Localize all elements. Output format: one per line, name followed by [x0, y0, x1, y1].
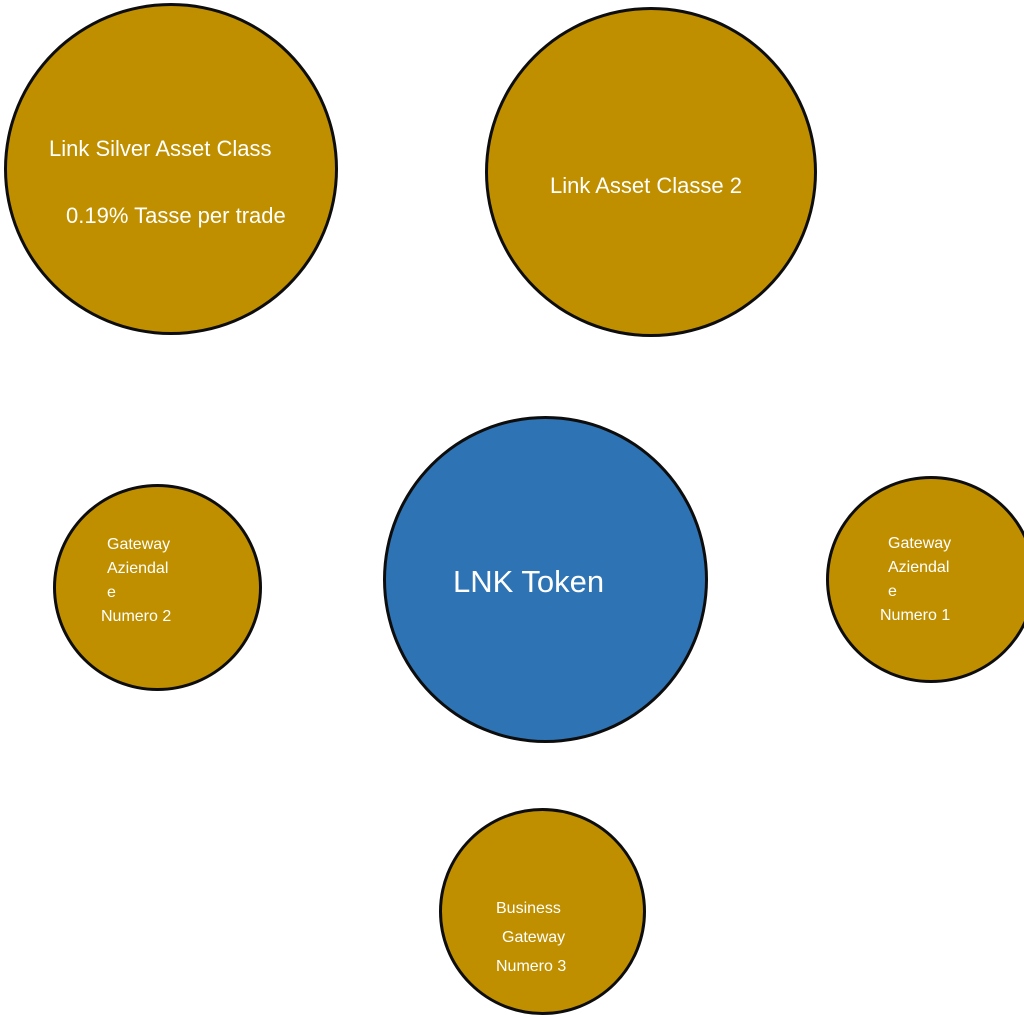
node-gateway-aziendale-numero-2: Gateway Aziendal e Numero 2 [53, 484, 262, 691]
node-label-line: Aziendal [888, 559, 950, 576]
node-label-title: LNK Token [453, 564, 605, 599]
node-label-line: Aziendal [107, 560, 169, 577]
node-label-line: e [888, 583, 897, 600]
node-label-title: Link Silver Asset Class [49, 136, 272, 161]
node-label-line: Gateway [502, 929, 566, 946]
node-label-line: Gateway [107, 536, 171, 553]
node-label-fee: 0.19% Tasse per trade [66, 203, 286, 228]
node-label-line: Numero 1 [880, 607, 951, 624]
node-label-line: Gateway [888, 535, 952, 552]
node-gateway-aziendale-numero-1: Gateway Aziendal e Numero 1 [826, 476, 1024, 683]
node-lnk-token: LNK Token [383, 416, 708, 743]
node-label-line: Business [496, 900, 561, 917]
node-link-asset-classe-2: Link Asset Classe 2 [485, 7, 817, 337]
node-label-line: e [107, 584, 116, 601]
node-link-silver-asset-class: Link Silver Asset Class 0.19% Tasse per … [4, 3, 338, 335]
node-label-line: Numero 2 [101, 608, 172, 625]
node-label-line: Numero 3 [496, 958, 567, 975]
node-label-title: Link Asset Classe 2 [550, 173, 742, 198]
node-business-gateway-numero-3: Business Gateway Numero 3 [439, 808, 646, 1015]
